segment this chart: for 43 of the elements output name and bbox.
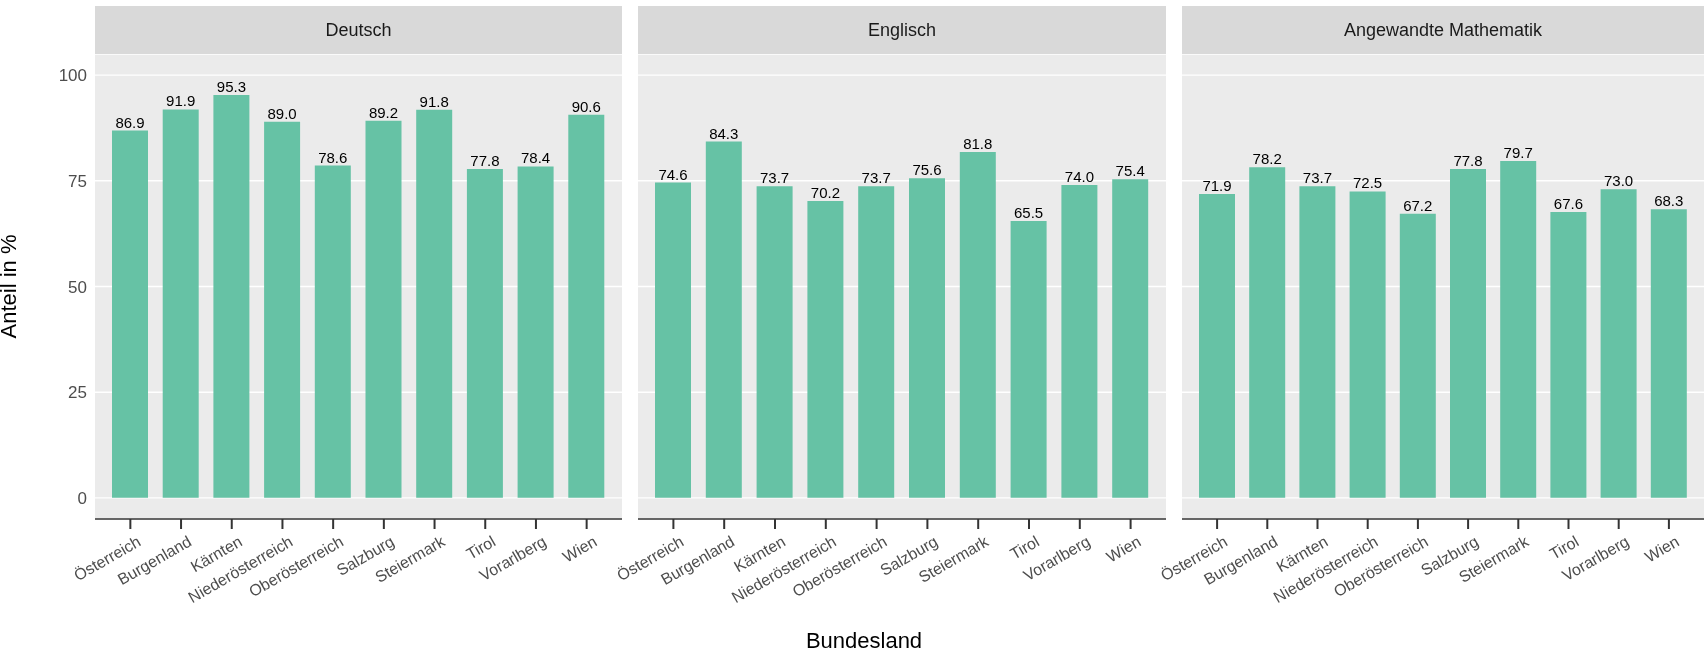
data-label: 73.7 <box>1302 169 1332 187</box>
y-tick-label: 0 <box>77 488 87 508</box>
data-label: 71.9 <box>1202 176 1232 194</box>
data-label: 86.9 <box>115 113 145 131</box>
data-label: 65.5 <box>1014 203 1044 221</box>
data-label: 89.0 <box>267 104 297 122</box>
chart-title: Angewandte Mathematik <box>1182 6 1704 54</box>
data-label: 73.7 <box>760 169 790 187</box>
data-label: 74.6 <box>658 165 688 183</box>
y-tick-label: 50 <box>68 277 87 297</box>
data-label: 90.6 <box>571 97 601 115</box>
x-tick-label: Wien <box>1103 532 1144 566</box>
data-label: 70.2 <box>810 184 840 202</box>
data-label: 73.0 <box>1604 172 1634 190</box>
y-tick-label: 100 <box>58 66 87 86</box>
data-label: 74.0 <box>1064 168 1094 186</box>
data-label: 78.4 <box>521 149 551 167</box>
data-label: 68.3 <box>1654 192 1684 210</box>
data-label: 91.8 <box>419 92 449 110</box>
data-label: 84.3 <box>709 124 739 142</box>
chart-title: Deutsch <box>95 6 622 54</box>
data-label: 91.9 <box>166 92 196 110</box>
data-label: 77.8 <box>1453 151 1483 169</box>
data-label: 75.6 <box>912 161 942 179</box>
chart-title: Englisch <box>638 6 1166 54</box>
data-label: 73.7 <box>861 169 891 187</box>
data-label: 78.2 <box>1252 150 1282 168</box>
data-label: 77.8 <box>470 151 500 169</box>
data-label: 67.6 <box>1553 195 1583 213</box>
data-label: 72.5 <box>1353 174 1383 192</box>
data-label: 67.2 <box>1403 196 1433 214</box>
x-tick-label: Wien <box>1641 532 1682 566</box>
y-tick-label: 75 <box>68 171 87 191</box>
data-label: 78.6 <box>318 148 348 166</box>
x-axis-title: Bundesland <box>804 628 924 654</box>
y-axis-title: Anteil in % <box>0 234 21 339</box>
data-label: 89.2 <box>368 103 399 121</box>
y-tick-label: 25 <box>68 383 87 403</box>
data-label: 95.3 <box>216 78 246 95</box>
data-label: 79.7 <box>1503 143 1533 161</box>
data-label: 75.4 <box>1115 162 1145 180</box>
x-tick-label: Wien <box>559 532 600 566</box>
data-label: 81.8 <box>963 135 993 153</box>
